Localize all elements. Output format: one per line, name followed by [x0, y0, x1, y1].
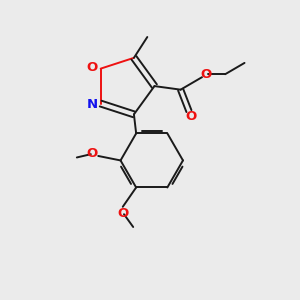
Text: N: N — [87, 98, 98, 111]
Text: O: O — [200, 68, 211, 81]
Text: O: O — [86, 147, 97, 160]
Text: O: O — [86, 61, 98, 74]
Text: O: O — [186, 110, 197, 123]
Text: O: O — [118, 207, 129, 220]
